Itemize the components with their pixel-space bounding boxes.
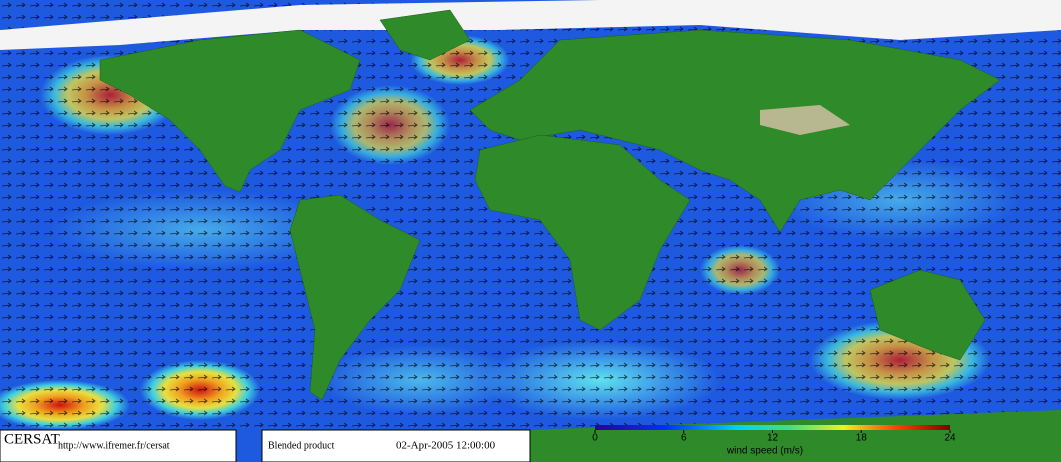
colorbar-tick-label: 24 <box>944 433 956 444</box>
colorbar <box>595 425 950 430</box>
colorbar-label: wind speed (m/s) <box>726 446 803 457</box>
datetime: 02-Apr-2005 12:00:00 <box>396 440 496 452</box>
colorbar-tick-label: 12 <box>767 433 779 444</box>
colorbar-tick-label: 0 <box>592 433 598 444</box>
product: Blended product <box>268 440 335 451</box>
footer: CERSAT http://www.ifremer.fr/cersat Blen… <box>0 425 950 462</box>
logo-box <box>0 429 237 462</box>
colorbar-tick-label: 18 <box>856 433 868 444</box>
colorbar-tick-label: 6 <box>681 433 687 444</box>
product-box <box>261 429 531 462</box>
url: http://www.ifremer.fr/cersat <box>58 440 170 451</box>
logo: CERSAT <box>4 431 60 447</box>
